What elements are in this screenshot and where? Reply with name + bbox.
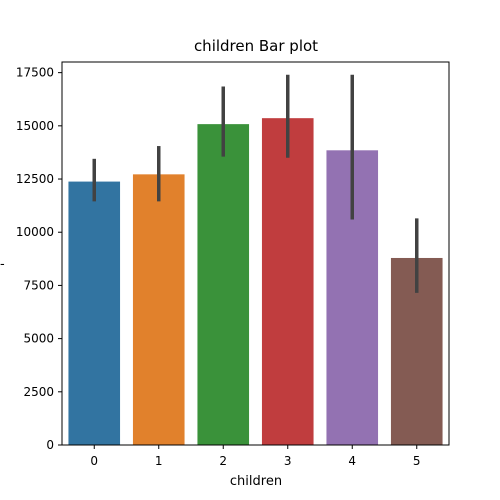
x-tick-label: 1 [155, 454, 163, 468]
chart-title: children Bar plot [194, 37, 318, 55]
bar-1 [132, 174, 185, 445]
y-tick-label: 0 [46, 438, 54, 452]
y-tick-label: 5000 [23, 332, 54, 346]
bars-group [68, 118, 443, 446]
y-tick-label: 7500 [23, 278, 54, 292]
bar-3 [261, 118, 314, 445]
y-tick-label: 17500 [16, 66, 54, 80]
y-tick-label: 15000 [16, 119, 54, 133]
ticks-group: 0 2500 5000 7500 10000 12500 15000 17500 0 1 2 3 4 5 [16, 66, 421, 468]
y-tick-label: 12500 [16, 172, 54, 186]
y-tick-label: 10000 [16, 225, 54, 239]
plot-frame [61, 61, 450, 446]
x-tick-label: 5 [413, 454, 421, 468]
y-tick-label: 2500 [23, 385, 54, 399]
x-tick-label: 0 [90, 454, 98, 468]
x-tick-label: 2 [219, 454, 227, 468]
bar-2 [197, 124, 250, 446]
x-axis-label: children [230, 474, 282, 489]
x-tick-label: 4 [348, 454, 356, 468]
axes-group [61, 61, 450, 446]
x-tick-label: 3 [284, 454, 292, 468]
bar-0 [68, 181, 121, 445]
error-bars-group [92, 74, 419, 293]
y-axis-label: - [0, 257, 5, 272]
